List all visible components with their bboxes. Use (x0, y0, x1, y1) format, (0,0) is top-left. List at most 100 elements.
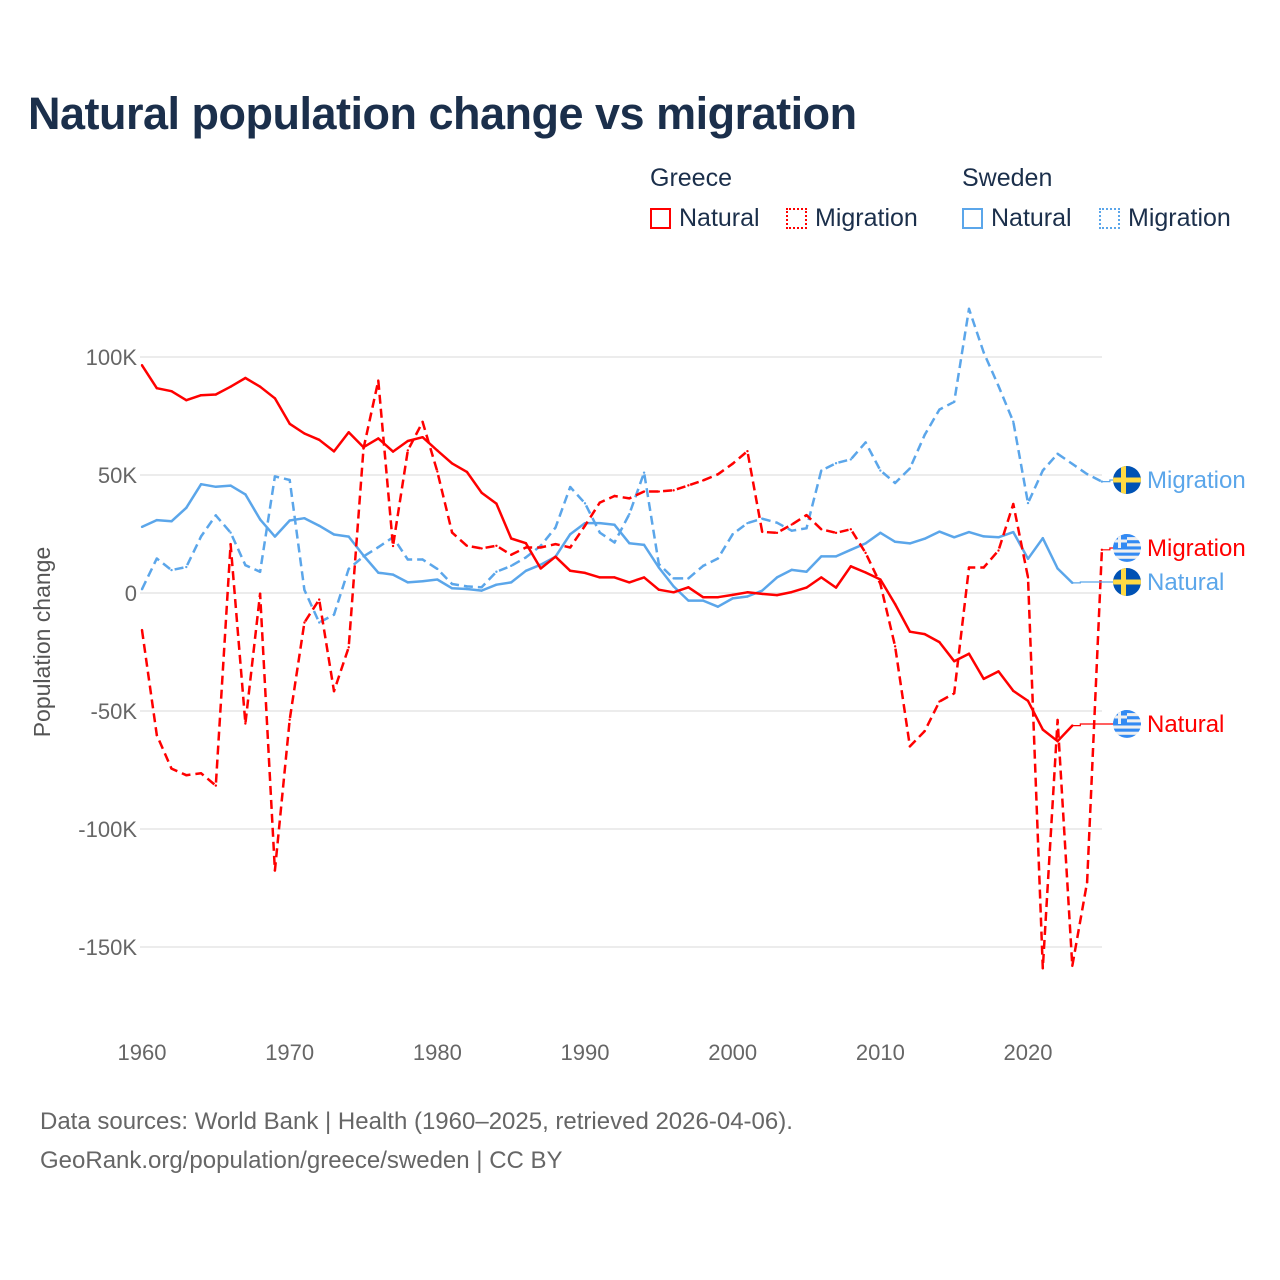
data-point-greece-migration (716, 473, 720, 476)
data-point-sweden-natural (569, 533, 572, 536)
data-point-sweden-migration (908, 467, 912, 470)
data-point-sweden-migration (244, 563, 247, 567)
data-point-greece-migration (657, 490, 661, 493)
data-point-sweden-natural (391, 573, 395, 576)
data-point-sweden-migration (820, 469, 823, 472)
data-point-sweden-natural (465, 587, 469, 591)
data-point-sweden-natural (938, 530, 941, 533)
data-point-greece-migration (775, 531, 779, 535)
data-point-greece-natural (923, 632, 926, 636)
x-tick-label: 1960 (118, 1040, 167, 1065)
data-point-sweden-natural (199, 483, 203, 486)
data-point-greece-migration (834, 531, 838, 535)
legend-item-sweden-migration[interactable]: Migration (1099, 204, 1231, 233)
x-tick-label: 2000 (708, 1040, 757, 1065)
data-point-greece-migration (140, 628, 144, 632)
data-point-greece-natural (170, 390, 173, 393)
data-point-greece-natural (273, 397, 277, 400)
data-point-sweden-natural (214, 485, 218, 488)
x-tick-label: 1970 (265, 1040, 314, 1065)
legend-item-greece-migration[interactable]: Migration (786, 204, 918, 233)
data-point-sweden-natural (908, 542, 912, 545)
x-tick-label: 2020 (1004, 1040, 1053, 1065)
end-label-greece-natural: Natural (1147, 711, 1224, 738)
data-point-greece-migration (495, 544, 498, 547)
data-point-sweden-natural (628, 542, 631, 545)
legend-item-sweden-natural[interactable]: Natural (962, 204, 1072, 233)
data-point-greece-natural (628, 581, 631, 584)
data-point-sweden-natural (997, 536, 1000, 539)
data-point-sweden-migration (480, 586, 483, 589)
data-point-sweden-migration (1041, 469, 1044, 472)
data-point-greece-migration (628, 497, 631, 500)
series-line-sweden-migration (140, 307, 1103, 624)
data-point-greece-migration (362, 447, 365, 450)
data-point-greece-migration (923, 729, 926, 733)
data-point-greece-migration (524, 546, 528, 549)
data-point-sweden-natural (436, 578, 439, 581)
data-point-sweden-natural (450, 587, 454, 590)
data-point-greece-migration (701, 479, 705, 482)
footer-attribution: GeoRank.org/population/greece/sweden | C… (40, 1147, 563, 1174)
data-point-greece-natural (864, 571, 867, 574)
series-line-sweden-natural (141, 482, 1074, 608)
legend-label: Migration (815, 204, 918, 232)
data-point-sweden-natural (952, 536, 956, 539)
data-point-sweden-migration (982, 351, 985, 354)
legend-item-greece-natural[interactable]: Natural (650, 204, 760, 233)
data-point-sweden-natural (731, 597, 734, 600)
data-point-greece-natural (524, 542, 528, 545)
data-point-greece-natural (140, 364, 144, 367)
data-point-sweden-migration (672, 577, 675, 580)
data-point-greece-migration (1026, 576, 1030, 579)
data-point-sweden-migration (849, 458, 853, 461)
legend-label: Natural (679, 204, 760, 232)
data-point-sweden-migration (524, 556, 528, 559)
data-point-sweden-migration (450, 582, 454, 586)
data-point-greece-migration (1085, 881, 1089, 884)
data-point-sweden-natural (687, 599, 690, 602)
data-point-sweden-migration (598, 531, 601, 534)
data-point-greece-migration (509, 553, 513, 556)
data-point-greece-migration (583, 524, 587, 527)
footer-sources: Data sources: World Bank | Health (1960–… (40, 1108, 793, 1135)
data-point-greece-migration (258, 592, 262, 595)
data-point-greece-migration (893, 645, 897, 648)
data-point-sweden-migration (185, 565, 188, 569)
data-point-greece-natural (583, 571, 587, 575)
data-point-sweden-natural (775, 576, 779, 579)
data-point-greece-migration (672, 489, 675, 492)
data-point-sweden-natural (377, 571, 380, 574)
data-point-sweden-migration (613, 541, 616, 544)
data-point-greece-migration (642, 490, 646, 493)
data-point-greece-natural (701, 596, 705, 599)
data-point-sweden-migration (347, 567, 350, 571)
legend-swatch-solid-icon (962, 208, 983, 229)
data-point-greece-migration (820, 528, 823, 531)
data-point-greece-natural (746, 591, 749, 594)
legend-swatch-dotted-icon (786, 208, 807, 229)
data-point-greece-natural (480, 491, 483, 494)
chart-title: Natural population change vs migration (28, 88, 857, 139)
data-point-greece-migration (332, 689, 336, 693)
data-point-sweden-natural (1056, 567, 1059, 570)
data-point-sweden-migration (761, 517, 764, 520)
data-point-greece-natural (332, 450, 336, 453)
data-point-sweden-natural (761, 589, 764, 592)
data-point-sweden-natural (273, 535, 277, 538)
data-point-sweden-migration (214, 514, 218, 517)
data-point-greece-migration (318, 598, 321, 601)
data-point-greece-migration (790, 523, 793, 526)
data-point-greece-natural (761, 592, 764, 596)
data-point-greece-migration (849, 528, 853, 531)
data-point-greece-migration (569, 546, 572, 549)
data-point-sweden-natural (790, 568, 793, 572)
data-point-greece-natural (1026, 699, 1030, 703)
data-point-greece-natural (820, 576, 823, 579)
data-point-greece-migration (805, 513, 808, 517)
data-point-sweden-natural (332, 533, 336, 536)
data-point-greece-natural (509, 537, 513, 540)
data-point-sweden-natural (509, 581, 513, 584)
data-point-greece-natural (436, 449, 439, 452)
